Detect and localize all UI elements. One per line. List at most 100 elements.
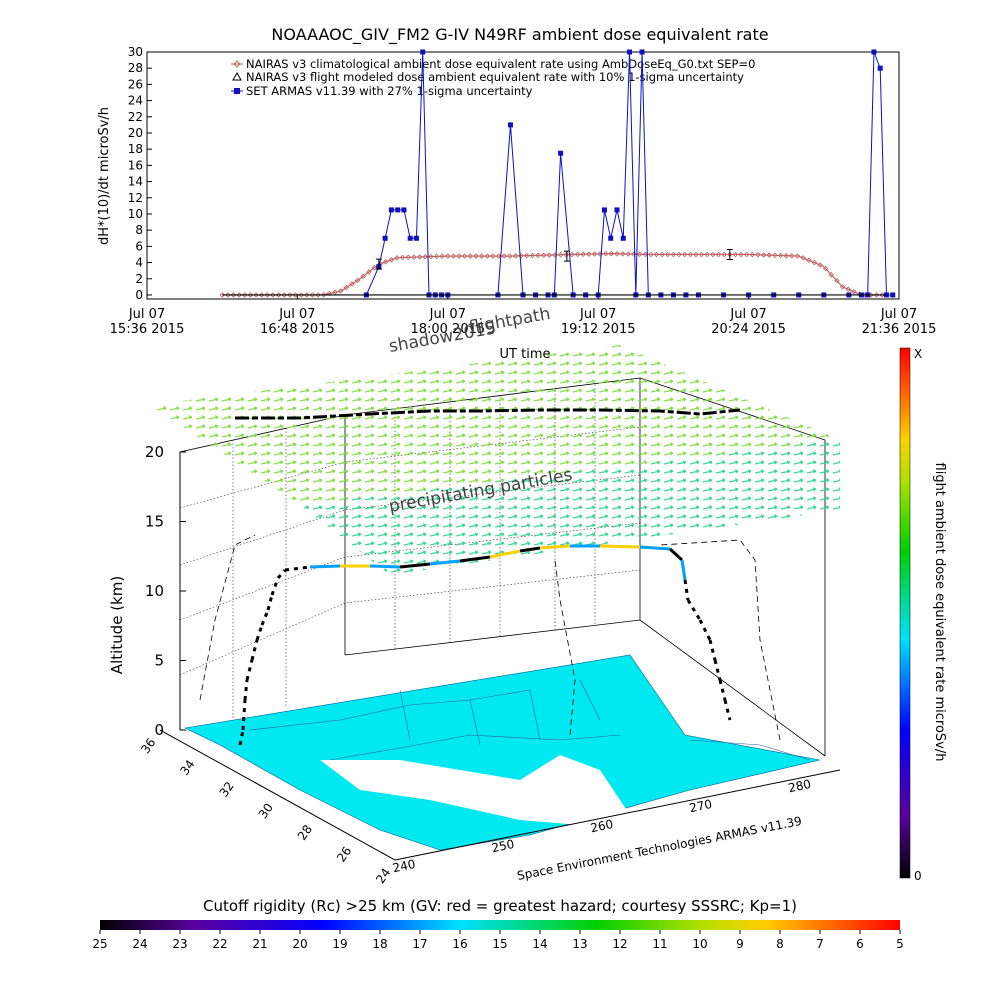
climatological-diamond <box>292 292 299 298</box>
modeled-error-bar <box>726 248 733 260</box>
rigidity-tick-label: 7 <box>816 937 824 951</box>
rigidity-tick-label: 5 <box>896 937 904 951</box>
flight-path-segment <box>250 639 259 661</box>
rigidity-tick-label: 14 <box>532 937 547 951</box>
armas-point <box>601 207 607 213</box>
climatological-diamond <box>670 251 677 258</box>
legend-entry-climatological: NAIRAS v3 climatological ambient dose eq… <box>231 57 755 71</box>
climatological-diamond <box>337 288 344 294</box>
z-tick-label: 5 <box>154 652 164 670</box>
armas-point <box>558 150 564 156</box>
flight-path-segment <box>718 679 727 701</box>
top-y-tick-label: 20 <box>128 126 143 140</box>
armas-point <box>413 235 419 241</box>
top-y-tick-label: 30 <box>128 45 143 59</box>
climatological-diamond <box>540 252 547 258</box>
climatological-diamond <box>382 259 389 265</box>
map-gulf-water <box>320 755 640 830</box>
rigidity-tick-label: 24 <box>132 937 147 951</box>
flightpath-label: flightpath <box>467 304 552 338</box>
climatological-diamond <box>839 284 846 290</box>
flight-path-segment <box>713 659 722 681</box>
dose-colorbar-top-label: X <box>914 347 922 361</box>
top-x-tick-label-time: 18:00 2015 <box>410 322 485 337</box>
armas-point <box>639 49 645 55</box>
z-axis-label: Altitude (km) <box>108 576 126 674</box>
climatological-diamond <box>845 286 852 293</box>
climatological-diamond <box>416 254 423 260</box>
climatological-diamond <box>535 252 541 259</box>
climatological-diamond <box>247 292 254 298</box>
rigidity-tick-label: 22 <box>212 937 227 951</box>
climatological-diamond <box>574 251 581 258</box>
armas-point <box>407 235 413 241</box>
flight-path-segment <box>519 546 541 553</box>
rigidity-tick-label: 25 <box>92 937 107 951</box>
rigidity-colorbar: Cutoff rigidity (Rc) >25 km (GV: red = g… <box>92 897 903 951</box>
top-y-tick-label: 2 <box>135 272 143 286</box>
armas-point <box>890 292 896 298</box>
climatological-diamond <box>241 292 248 298</box>
dose-colorbar-title: flight ambient dose equivalent rate micr… <box>932 463 947 762</box>
top-x-tick-label-date: Jul 07 <box>128 307 165 322</box>
flight-path-segment <box>708 639 717 661</box>
climatological-diamond <box>591 251 598 257</box>
longitude-tick-label: 270 <box>688 797 713 815</box>
legend-label-modeled: NAIRAS v3 flight modeled dose ambient eq… <box>246 70 744 84</box>
flight-path-segment <box>270 577 280 596</box>
climatological-diamond <box>315 292 321 298</box>
rigidity-tick-label: 8 <box>776 937 784 951</box>
longitude-axis-ticks: 240 250 260 270 280 <box>391 777 812 875</box>
rigidity-tick-label: 19 <box>332 937 347 951</box>
climatological-diamond <box>755 251 761 258</box>
climatological-diamond <box>501 253 507 259</box>
climatological-diamond <box>664 251 671 258</box>
climatological-diamond <box>794 253 801 259</box>
rigidity-tick-label: 9 <box>736 937 744 951</box>
climatological-diamond <box>811 259 818 266</box>
rigidity-colorbar-ticks: 25 24 23 22 21 20 19 18 17 16 15 14 13 12 11 10 9 8 7 6 5 <box>92 930 904 951</box>
climatological-diamond <box>608 250 615 257</box>
map-borders <box>249 679 811 761</box>
climatological-diamond <box>800 255 806 261</box>
climatological-diamond <box>507 253 513 259</box>
top-y-tick-label: 18 <box>128 142 143 156</box>
rigidity-tick-label: 17 <box>412 937 427 951</box>
climatological-diamond <box>258 292 265 298</box>
climatological-diamond <box>275 292 282 298</box>
climatological-diamond <box>749 251 756 258</box>
flight-path-segment <box>539 544 571 550</box>
latitude-tick-label: 34 <box>177 757 197 778</box>
legend-triangle-marker <box>232 71 242 81</box>
climatological-diamond <box>817 262 823 268</box>
climatological-diamond <box>253 292 259 298</box>
climatological-diamond <box>287 292 293 298</box>
climatological-diamond <box>360 273 366 280</box>
dose-colorbar: X 0 flight ambient dose equivalent rate … <box>899 347 947 883</box>
climatological-diamond <box>681 251 688 258</box>
climatological-diamond <box>422 254 429 260</box>
flight-path-segment <box>599 544 641 549</box>
top-y-tick-label: 10 <box>128 207 143 221</box>
climatological-diamond <box>636 251 643 258</box>
dose-colorbar-gradient <box>899 347 911 879</box>
climatological-diamond <box>523 252 530 259</box>
climatological-diamond <box>428 253 434 260</box>
shadow-arrow-field <box>150 345 840 505</box>
climatological-diamond <box>642 251 648 258</box>
climatological-diamond <box>569 251 575 258</box>
modeled-error-bar <box>563 250 570 262</box>
armas-point <box>395 207 401 213</box>
climatological-diamond <box>371 264 378 271</box>
climatological-diamond <box>777 252 784 259</box>
climatological-diamond <box>631 251 637 257</box>
top-chart-title: NOAAAOC_GIV_FM2 G-IV N49RF ambient dose … <box>271 25 768 45</box>
armas-point <box>420 49 426 55</box>
climatological-diamond <box>399 254 406 261</box>
climatological-diamond <box>490 253 496 259</box>
climatological-diamond <box>394 255 400 261</box>
rigidity-tick-label: 18 <box>372 937 387 951</box>
top-x-tick-label-date: Jul 07 <box>278 307 315 322</box>
flight-path-segment <box>255 624 264 641</box>
climatological-diamond <box>602 250 609 257</box>
